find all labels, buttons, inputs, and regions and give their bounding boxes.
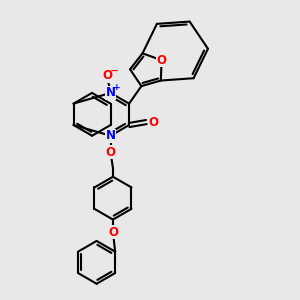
Text: −: − [110, 65, 119, 75]
Text: O: O [102, 69, 112, 82]
Text: O: O [108, 226, 118, 238]
Text: N: N [106, 129, 116, 142]
Text: O: O [157, 54, 166, 67]
Text: O: O [106, 146, 116, 159]
Text: +: + [113, 83, 121, 92]
Text: N: N [106, 86, 116, 99]
Text: O: O [149, 116, 159, 129]
